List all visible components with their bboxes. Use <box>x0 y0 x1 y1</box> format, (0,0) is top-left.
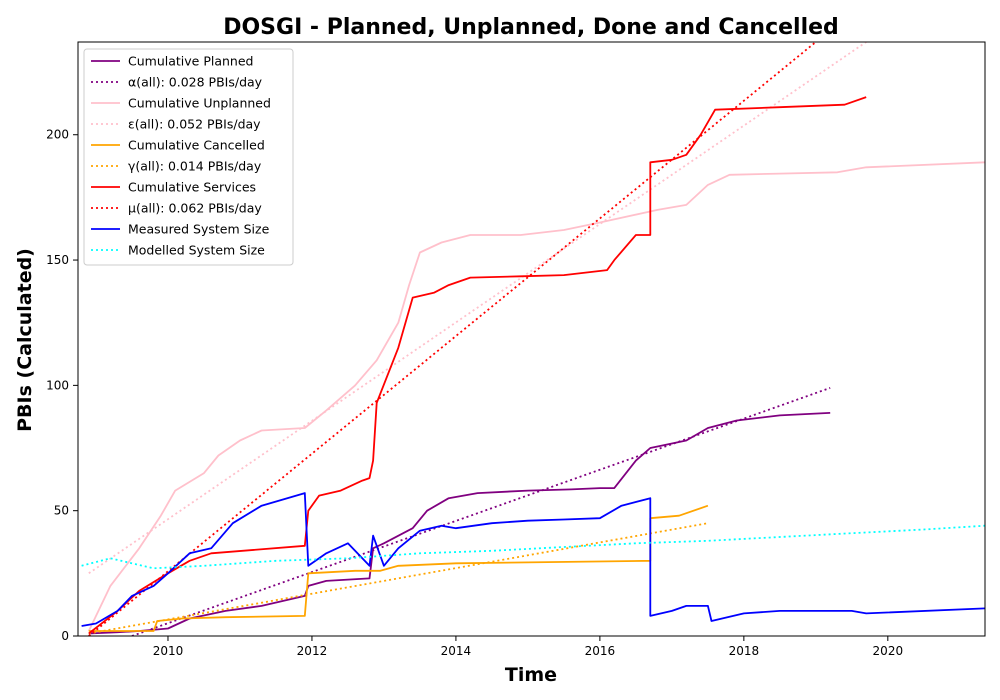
legend-label: γ(all): 0.014 PBIs/day <box>128 159 262 174</box>
y-axis: 0 50 100 150 200 <box>46 128 78 643</box>
series-line-4 <box>88 42 867 575</box>
series-line-1 <box>88 412 831 635</box>
legend-label: Cumulative Services <box>128 180 256 195</box>
x-tick-label: 2018 <box>729 644 760 658</box>
legend-label: Modelled System Size <box>128 243 265 258</box>
y-tick-label: 50 <box>54 504 69 518</box>
plot-frame <box>77 41 986 637</box>
chart-title: DOSGI - Planned, Unplanned, Done and Can… <box>223 15 839 40</box>
series-line-2 <box>131 387 831 636</box>
legend-label: ε(all): 0.052 PBIs/day <box>128 117 261 132</box>
series-line-7 <box>88 96 867 635</box>
legend-box <box>83 48 294 266</box>
x-tick-label: 2016 <box>585 644 616 658</box>
series-line-10 <box>81 524 985 570</box>
x-tick-label: 2020 <box>873 644 904 658</box>
x-axis: 2010 2012 2014 2016 2018 2020 <box>153 636 903 658</box>
legend-label: Measured System Size <box>128 222 270 237</box>
legend-label: Cumulative Unplanned <box>128 96 271 111</box>
series-line-9 <box>81 492 985 627</box>
legend-label: α(all): 0.028 PBIs/day <box>128 75 263 90</box>
y-tick-label: 100 <box>46 378 69 392</box>
legend-label: Cumulative Planned <box>128 54 253 69</box>
legend-label: Cumulative Cancelled <box>128 138 265 153</box>
legend-label: μ(all): 0.062 PBIs/day <box>128 201 262 216</box>
x-tick-label: 2012 <box>297 644 328 658</box>
series-layer <box>81 42 985 636</box>
y-axis-label: PBIs (Calculated) <box>14 248 36 432</box>
y-tick-label: 150 <box>46 253 69 267</box>
series-line-6 <box>88 522 709 635</box>
series-line-5 <box>88 504 709 632</box>
series-line-8 <box>88 42 817 636</box>
x-axis-label: Time <box>505 664 557 686</box>
y-tick-label: 200 <box>46 128 69 142</box>
x-tick-label: 2014 <box>441 644 472 658</box>
series-line-3 <box>87 161 985 632</box>
y-tick-label: 0 <box>61 629 69 643</box>
legend: Cumulative Planned α(all): 0.028 PBIs/day… <box>83 48 294 266</box>
x-tick-label: 2010 <box>153 644 184 658</box>
